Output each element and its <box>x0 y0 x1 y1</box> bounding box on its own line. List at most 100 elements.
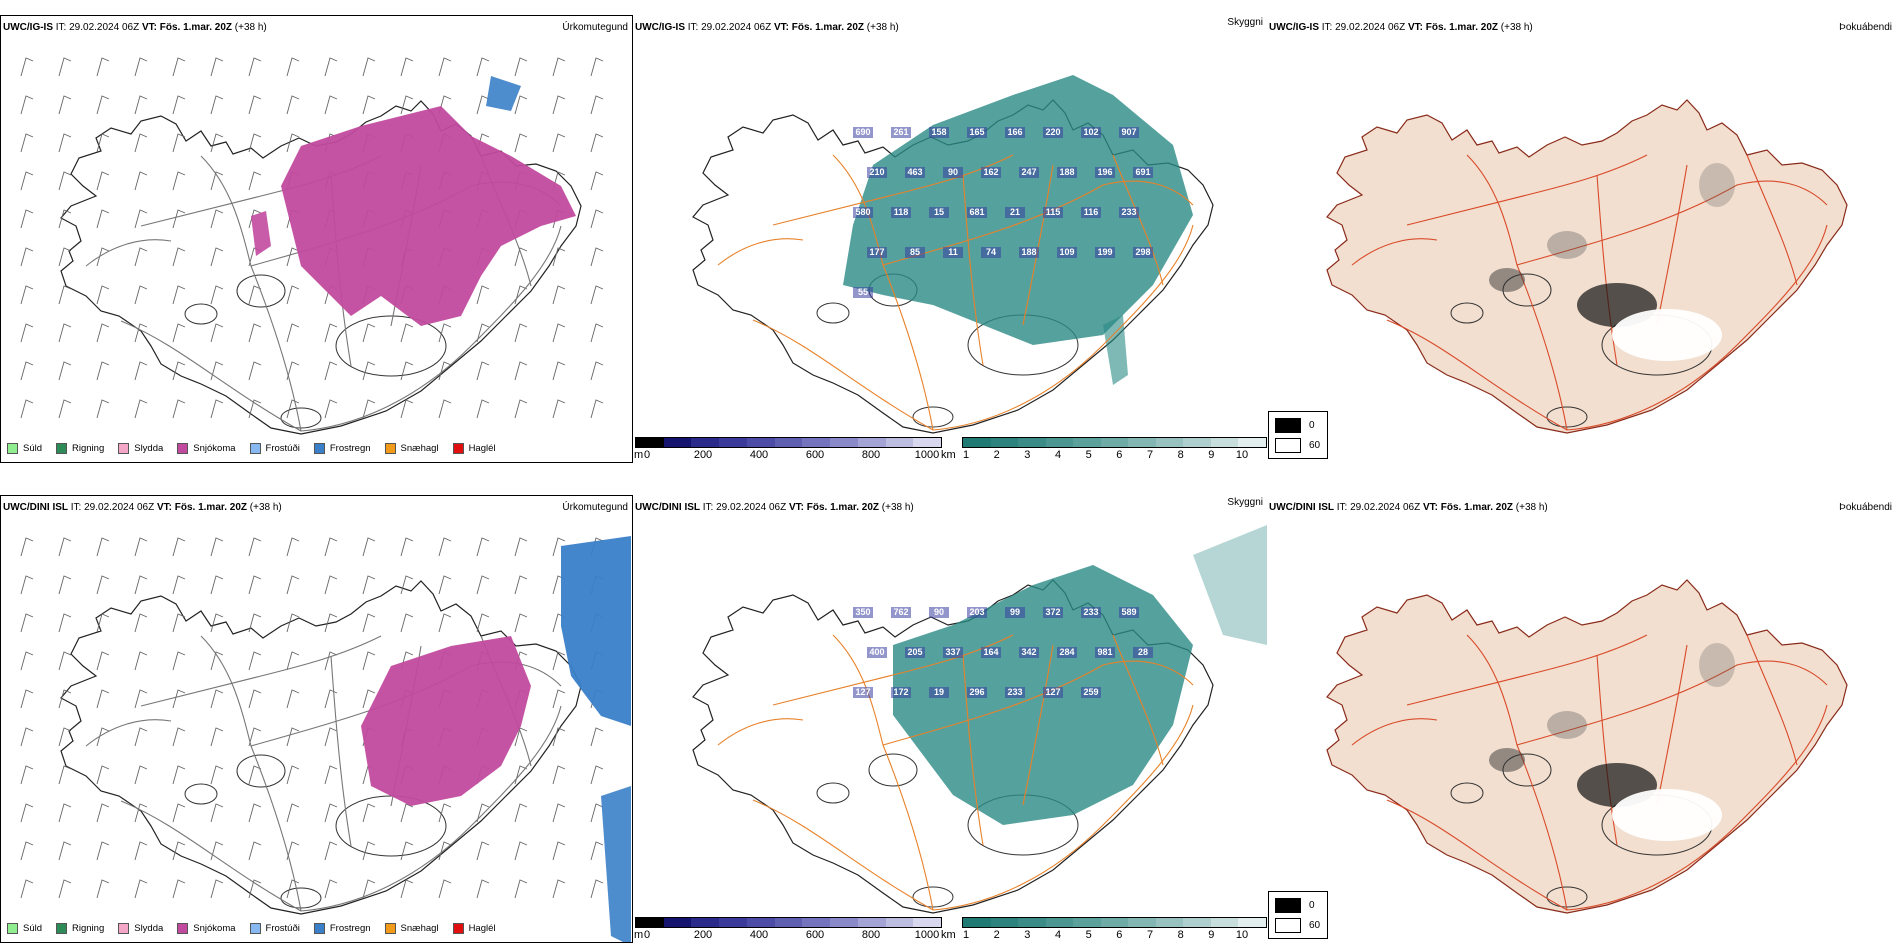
legend-swatch <box>118 923 130 934</box>
ceiling-label-bg <box>1019 167 1039 178</box>
ceiling-label: 55 <box>858 287 868 297</box>
ceiling-label: 85 <box>910 247 920 257</box>
colorbar-segment <box>963 918 991 927</box>
colorbar-tick: 0 <box>643 449 651 461</box>
road-network <box>1351 634 1828 911</box>
ceiling-label: 259 <box>1083 687 1098 697</box>
colorbar-segment <box>1210 918 1239 927</box>
ceiling-label: 372 <box>1045 607 1060 617</box>
ceiling-label: 342 <box>1021 647 1036 657</box>
fog-map-1 <box>1326 99 1848 434</box>
ceiling-label-bg <box>905 647 925 658</box>
precip-map-1 <box>20 57 604 435</box>
ceiling-label-bg <box>943 647 963 658</box>
precip-title-1: Úrkomutegund <box>562 22 628 33</box>
ceiling-label-bg <box>1081 207 1101 218</box>
ceiling-label-bg <box>905 247 925 258</box>
ceiling-label-bg <box>1057 647 1077 658</box>
ceiling-label-bg <box>1119 207 1139 218</box>
iceland-outline <box>1326 99 1848 434</box>
colorbar-tick: 6 <box>1116 449 1123 461</box>
ceiling-label-bg <box>1005 127 1025 138</box>
colorbar-segment <box>1183 918 1211 927</box>
ceiling-label: 981 <box>1097 647 1112 657</box>
visibility-colorbar-2 <box>962 917 1267 928</box>
road-network <box>717 634 1194 911</box>
legend-label: Rigning <box>72 443 105 454</box>
ceiling-label-bg <box>1081 127 1101 138</box>
fog-header-1: UWC/IG-IS IT: 29.02.2024 06Z VT: Fös. 1.… <box>1269 22 1533 33</box>
legend-swatch <box>177 923 189 934</box>
colorbar-segment <box>1100 438 1129 447</box>
colorbar-tick: 1 <box>962 449 970 461</box>
legend-swatch <box>7 443 18 454</box>
colorbar-segment <box>1045 918 1074 927</box>
ceiling-label-bg <box>929 127 949 138</box>
colorbar-tick: 7 <box>1146 449 1154 461</box>
precip-panel-2: UWC/DINI ISL IT: 29.02.2024 06Z VT: Fös.… <box>0 495 633 943</box>
ceiling-label: 165 <box>969 127 984 137</box>
ceiling-label: 261 <box>893 127 908 137</box>
visibility-unit-1: km <box>941 449 956 461</box>
cloud-title-1: Skyggni <box>1227 17 1263 28</box>
legend-item: Snjókoma <box>177 443 236 454</box>
colorbar-tick: 10 <box>1235 929 1249 941</box>
colorbar-tick: 2 <box>993 449 1000 461</box>
colorbar-segment <box>636 918 664 927</box>
legend-item: Frostúði <box>249 923 300 934</box>
ceiling-label-bg <box>1005 207 1025 218</box>
colorbar-tick: 10 <box>1235 449 1249 461</box>
legend-label: Snæhagl <box>400 923 439 934</box>
colorbar-segment <box>1045 438 1074 447</box>
colorbar-segment <box>774 438 803 447</box>
fog-header-2: UWC/DINI ISL IT: 29.02.2024 06Z VT: Fös.… <box>1269 502 1548 513</box>
colorbar-segment <box>802 438 831 447</box>
ceiling-label: 15 <box>934 207 944 217</box>
precip-header-2: UWC/DINI ISL IT: 29.02.2024 06Z VT: Fös.… <box>3 502 282 513</box>
colorbar-tick: 7 <box>1146 929 1154 941</box>
visibility-colorbar-1 <box>962 437 1267 448</box>
precip-panel-1: UWC/IG-IS IT: 29.02.2024 06Z VT: Fös. 1.… <box>0 15 633 463</box>
legend-label: Súld <box>23 443 43 454</box>
legend-swatch <box>452 923 464 934</box>
colorbar-tick: 200 <box>693 929 713 941</box>
ceiling-label-bg <box>1133 167 1153 178</box>
ceiling-label-bg <box>1081 687 1101 698</box>
fog-map-2 <box>1326 579 1848 914</box>
ceiling-label: 691 <box>1135 167 1150 177</box>
colorbar-tick: 6 <box>1116 929 1123 941</box>
colorbar-tick: 4 <box>1054 929 1062 941</box>
ceiling-label: 90 <box>948 167 958 177</box>
fog-index-shading <box>1489 163 1735 361</box>
ceiling-label-bg <box>1133 247 1153 258</box>
legend-label: Frostúði <box>265 443 300 454</box>
snow-area <box>281 106 576 326</box>
visibility-unit-2: km <box>941 929 956 941</box>
ceiling-label: 74 <box>986 247 996 257</box>
colorbar-segment <box>1210 438 1239 447</box>
cloud-map-2: 350 762 90 203 99 372 233 589 400 205 337 164 342 284… <box>692 525 1267 914</box>
legend-item: Rigning <box>56 443 104 454</box>
colorbar-segment <box>913 918 942 927</box>
fog-legend-2: 0 60 <box>1268 891 1328 939</box>
ceiling-label: 233 <box>1007 687 1022 697</box>
cloud-area <box>1193 525 1267 645</box>
legend-item: Frostúði <box>249 443 300 454</box>
altitude-colorbar-1 <box>635 437 942 448</box>
ceiling-label: 762 <box>893 607 908 617</box>
colorbar-segment <box>963 438 991 447</box>
colorbar-tick: 5 <box>1085 929 1092 941</box>
legend-label: Haglél <box>468 443 496 454</box>
ceiling-label: 28 <box>1138 647 1148 657</box>
colorbar-tick: 8 <box>1177 929 1184 941</box>
ceiling-label-bg <box>981 167 1001 178</box>
fog-title-1: Þokuábendi <box>1839 22 1892 33</box>
legend-swatch <box>249 923 261 934</box>
ceiling-label-bg <box>1119 127 1139 138</box>
ceiling-label: 205 <box>907 647 922 657</box>
ceiling-label: 11 <box>948 247 958 257</box>
altitude-unit-1: m <box>634 449 644 461</box>
precip-legend-2: Súld Rigning Slydda Snjókoma Frostúði Frostre… <box>7 923 496 934</box>
cloud-title-2: Skyggni <box>1227 497 1263 508</box>
snow-area <box>361 636 531 806</box>
